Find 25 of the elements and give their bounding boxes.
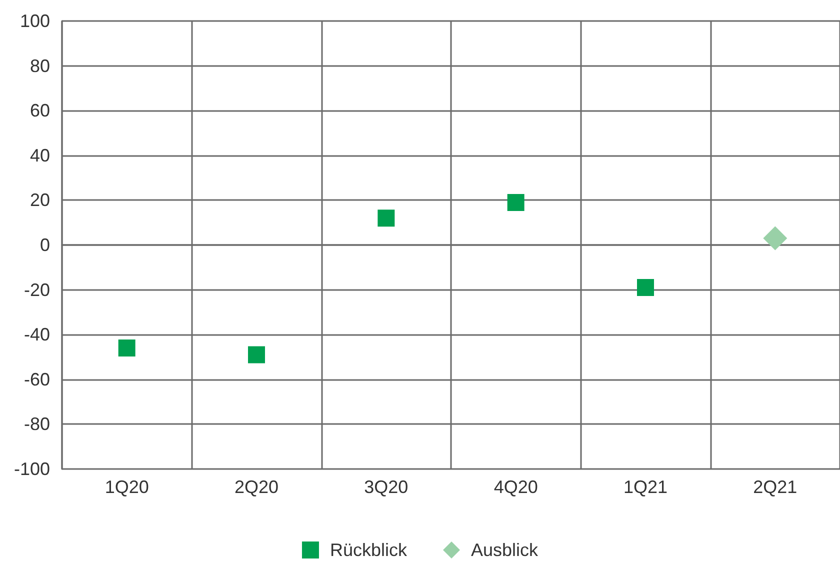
y-tick-label: 80 xyxy=(30,56,50,76)
x-tick-label: 1Q21 xyxy=(623,477,668,497)
x-tick-label: 1Q20 xyxy=(104,477,149,497)
y-tick-label: -20 xyxy=(24,280,50,300)
x-tick-label: 4Q20 xyxy=(494,477,538,497)
y-tick-label: -40 xyxy=(24,324,50,345)
y-tick-label: -100 xyxy=(14,459,50,479)
y-tick-label: -80 xyxy=(24,414,50,434)
point xyxy=(763,226,788,250)
point xyxy=(637,279,654,296)
y-tick-label: 0 xyxy=(40,235,50,255)
point xyxy=(378,210,395,227)
y-tick-label: 20 xyxy=(30,190,50,210)
x-tick-label: 3Q20 xyxy=(364,477,408,497)
point xyxy=(248,346,265,364)
point xyxy=(118,340,136,357)
legend-label: Rückblick xyxy=(330,540,408,560)
y-tick-label: 40 xyxy=(30,145,50,166)
x-tick-label: 2Q20 xyxy=(234,477,279,497)
y-tick-label: 100 xyxy=(20,11,50,31)
legend-label: Ausblick xyxy=(470,540,540,560)
y-tick-label: 60 xyxy=(30,100,50,121)
x-tick-label: 2Q21 xyxy=(753,477,798,497)
point xyxy=(507,194,524,211)
y-tick-label: -60 xyxy=(24,369,50,390)
